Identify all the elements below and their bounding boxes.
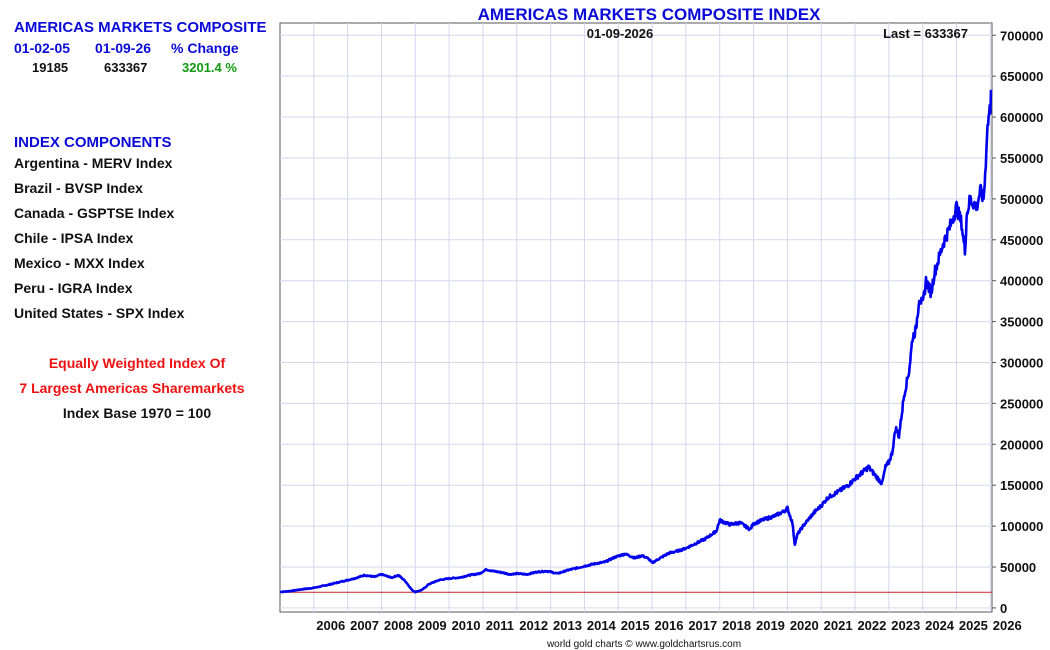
chart-title: AMERICAS MARKETS COMPOSITE INDEX bbox=[478, 5, 822, 24]
y-tick-label: 50000 bbox=[1000, 560, 1036, 575]
composite-header: AMERICAS MARKETS COMPOSITE bbox=[14, 19, 267, 36]
x-tick-label: 2022 bbox=[857, 618, 886, 633]
note-line-3: Index Base 1970 = 100 bbox=[62, 405, 212, 421]
x-tick-label: 2009 bbox=[418, 618, 447, 633]
chart-footer: world gold charts © www.goldchartsrus.co… bbox=[546, 639, 741, 650]
y-tick-label: 150000 bbox=[1000, 478, 1043, 493]
value-start: 19185 bbox=[32, 60, 69, 75]
value-end: 633367 bbox=[104, 60, 148, 75]
x-tick-label: 2008 bbox=[384, 618, 413, 633]
y-tick-labels: 0 50000 100000 150000 200000 250000 300000 3500… bbox=[1000, 28, 1043, 616]
chart-last-label: Last = 633367 bbox=[883, 26, 968, 41]
components-title: INDEX COMPONENTS bbox=[14, 134, 172, 151]
x-tick-label: 2011 bbox=[486, 618, 514, 633]
y-tick-label: 200000 bbox=[1000, 437, 1043, 452]
plot-frame bbox=[279, 22, 993, 613]
x-tick-label: 2021 bbox=[824, 618, 853, 633]
date-start: 01-02-05 bbox=[14, 40, 71, 56]
pct-change-value: 3201.4 % bbox=[182, 60, 237, 75]
y-tick-label: 0 bbox=[1000, 601, 1007, 616]
x-tick-label: 2020 bbox=[790, 618, 819, 633]
x-tick-labels: 2006 2007 2008 2009 2010 2011 2012 2013 2014 2015… bbox=[316, 618, 1021, 633]
y-tick-label: 450000 bbox=[1000, 233, 1043, 248]
component-argentina: Argentina - MERV Index bbox=[14, 155, 173, 171]
x-tick-label: 2013 bbox=[553, 618, 582, 633]
y-tick-label: 250000 bbox=[1000, 396, 1043, 411]
x-tick-label: 2014 bbox=[587, 618, 617, 633]
date-end: 01-09-26 bbox=[95, 40, 152, 56]
x-tick-label: 2015 bbox=[621, 618, 650, 633]
component-mexico: Mexico - MXX Index bbox=[14, 255, 145, 271]
y-tick-label: 650000 bbox=[1000, 69, 1043, 84]
x-tick-label: 2026 bbox=[993, 618, 1022, 633]
component-united-states: United States - SPX Index bbox=[14, 305, 185, 321]
component-chile: Chile - IPSA Index bbox=[14, 230, 134, 246]
composite-index-line bbox=[279, 89, 993, 594]
chart-date-label: 01-09-2026 bbox=[587, 26, 654, 41]
y-tick-label: 550000 bbox=[1000, 151, 1043, 166]
series-line-layer bbox=[279, 89, 993, 594]
x-tick-label: 2016 bbox=[655, 618, 684, 633]
x-tick-label: 2010 bbox=[452, 618, 481, 633]
y-tick-label: 700000 bbox=[1000, 28, 1043, 43]
x-tick-label: 2018 bbox=[722, 618, 751, 633]
component-peru: Peru - IGRA Index bbox=[14, 280, 133, 296]
x-tick-label: 2024 bbox=[925, 618, 955, 633]
x-tick-label: 2019 bbox=[756, 618, 785, 633]
y-tick-label: 350000 bbox=[1000, 315, 1043, 330]
component-brazil: Brazil - BVSP Index bbox=[14, 180, 143, 196]
y-tick-label: 300000 bbox=[1000, 355, 1043, 370]
x-tick-label: 2017 bbox=[688, 618, 717, 633]
x-tick-label: 2006 bbox=[316, 618, 345, 633]
y-tick-label: 100000 bbox=[1000, 519, 1043, 534]
x-tick-label: 2023 bbox=[891, 618, 920, 633]
x-tick-label: 2012 bbox=[519, 618, 548, 633]
grid-lines bbox=[280, 23, 996, 612]
component-canada: Canada - GSPTSE Index bbox=[14, 205, 175, 221]
pct-change-label: % Change bbox=[171, 40, 239, 56]
x-tick-label: 2007 bbox=[350, 618, 379, 633]
x-tick-label: 2025 bbox=[959, 618, 988, 633]
y-tick-label: 500000 bbox=[1000, 192, 1043, 207]
y-tick-label: 600000 bbox=[1000, 110, 1043, 125]
note-line-1: Equally Weighted Index Of bbox=[48, 355, 226, 371]
y-tick-label: 400000 bbox=[1000, 274, 1043, 289]
note-line-2: 7 Largest Americas Sharemarkets bbox=[19, 380, 245, 396]
